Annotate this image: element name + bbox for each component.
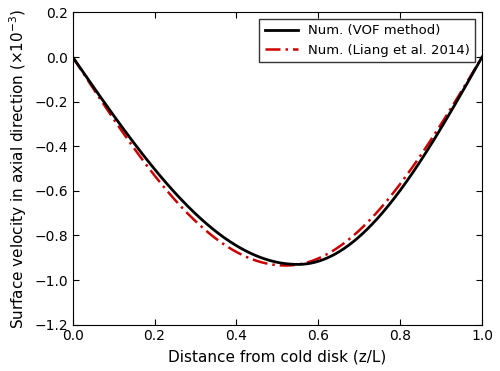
Num. (Liang et al. 2014) [351,233,357,237]
Y-axis label: Surface velocity in axial direction ($\times10^{-3}$): Surface velocity in axial direction ($\t… [7,9,28,329]
Num. (Liang et al. 2014) [479,55,485,59]
X-axis label: Distance from cold disk (z/L): Distance from cold disk (z/L) [168,349,386,364]
Num. (Liang et al. 2014) [390,192,396,196]
Num. (Liang et al. 2014) [235,251,241,255]
Num. (Liang et al. 2014) [70,55,75,59]
Line: Num. (VOF method): Num. (VOF method) [72,57,482,265]
Num. (VOF method) [235,244,241,249]
Num. (VOF method) [70,55,75,59]
Num. (Liang et al. 2014) [112,118,117,122]
Legend: Num. (VOF method), Num. (Liang et al. 2014): Num. (VOF method), Num. (Liang et al. 20… [260,19,476,62]
Num. (VOF method) [250,252,256,257]
Num. (VOF method) [396,189,402,193]
Num. (Liang et al. 2014) [396,183,402,187]
Num. (Liang et al. 2014) [282,263,288,268]
Num. (VOF method) [479,55,485,59]
Num. (VOF method) [112,114,117,119]
Num. (VOF method) [294,262,300,267]
Line: Num. (Liang et al. 2014): Num. (Liang et al. 2014) [72,57,482,266]
Num. (VOF method) [351,239,357,243]
Num. (VOF method) [390,198,396,203]
Num. (Liang et al. 2014) [250,257,256,262]
